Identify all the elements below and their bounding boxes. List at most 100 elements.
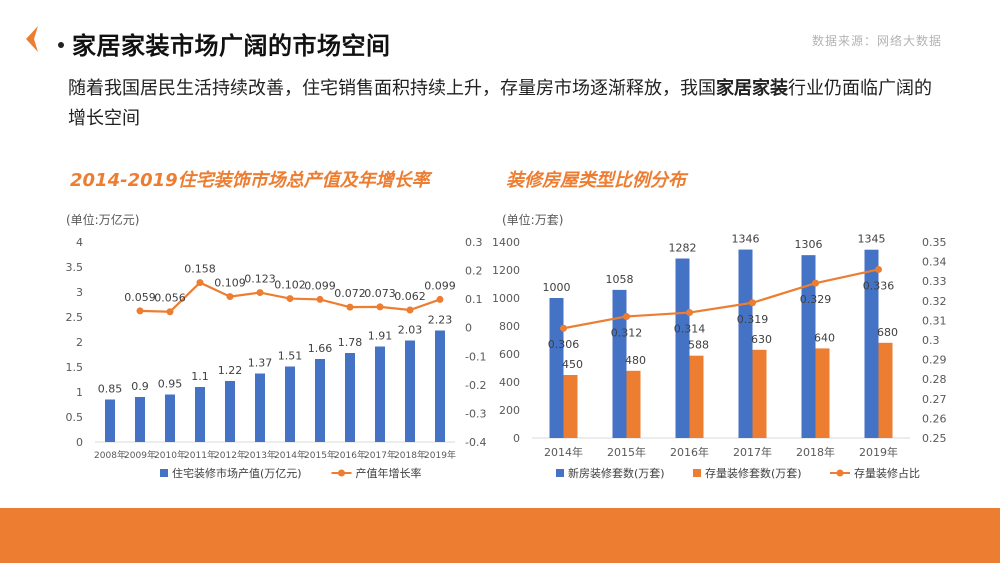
chart1-line-label: 0.109	[214, 277, 246, 290]
chart2-bar-label: 1346	[732, 233, 760, 246]
chart2-bar	[738, 249, 753, 438]
chart2-bar	[563, 375, 578, 438]
chart2-right-tick: 0.28	[922, 373, 947, 386]
chart2-left-tick: 600	[499, 348, 520, 361]
chart1-right-tick: 0.2	[465, 265, 483, 278]
chart2-bar-label: 1306	[795, 238, 823, 251]
chart2-bar-label: 1345	[858, 233, 886, 246]
chart1-line-label: 0.099	[304, 279, 336, 292]
chart1-bar-label: 1.37	[248, 357, 273, 370]
chart2-bar-label: 1282	[669, 242, 697, 255]
chart1-category-label: 2010年	[154, 449, 186, 461]
chart2-bar-label: 1000	[543, 281, 571, 294]
chart1-left-tick: 0	[76, 436, 83, 449]
chart1-bar	[255, 373, 265, 442]
chart1-legend-marker	[338, 469, 345, 477]
chart1-line-point	[226, 293, 234, 301]
chart2-line-label: 0.336	[863, 279, 895, 292]
chart2-bar	[801, 255, 816, 438]
chart1-left-tick: 2.5	[66, 311, 84, 324]
chart1-line-label: 0.102	[274, 279, 306, 292]
chart1-category-label: 2014年	[274, 449, 306, 461]
chart1-bar-label: 1.22	[218, 364, 243, 377]
footer-bar	[0, 508, 1000, 563]
chart1-bar-label: 2.23	[428, 314, 453, 327]
intro-paragraph: 随着我国居民生活持续改善，住宅销售面积持续上升，存量房市场逐渐释放，我国家居家装…	[68, 74, 948, 134]
chart2-bar	[752, 349, 767, 438]
chart1-bar	[105, 399, 115, 442]
chart2-category-label: 2018年	[796, 445, 835, 459]
chart1-line-label: 0.056	[154, 292, 186, 305]
chart1-bar	[135, 397, 145, 442]
chart2-legend-label: 存量装修占比	[854, 466, 920, 480]
intro-text-1: 随着我国居民生活持续改善，住宅销售面积持续上升，存量房市场逐渐释放，我国	[68, 78, 716, 99]
chart1-line-label: 0.062	[394, 290, 426, 303]
chart1-line-point	[316, 295, 324, 303]
chart1-line-point	[376, 303, 384, 311]
chart1-left-tick: 3	[76, 286, 83, 299]
chart2-line-point	[686, 309, 693, 317]
chart2-legend-label: 存量装修套数(万套)	[705, 466, 802, 480]
chart2-line-label: 0.314	[674, 323, 706, 336]
chart2-right-tick: 0.3	[922, 334, 940, 347]
chart1-line-point	[166, 308, 174, 316]
chart2-left-tick: 1000	[492, 292, 520, 305]
chart2-left-tick: 0	[513, 432, 520, 445]
intro-text-2: 行业仍面临广阔的增长空间	[68, 78, 932, 129]
chart2-left-tick: 200	[499, 404, 520, 417]
chart1-line-point	[286, 295, 294, 303]
chart1-left-tick: 4	[76, 236, 83, 249]
chart2-bar	[689, 355, 704, 438]
chart2-unit-label: (单位:万套)	[502, 212, 563, 227]
chart1-bar	[225, 381, 235, 442]
chart2-bar-label: 450	[562, 358, 583, 371]
chart1-right-tick: -0.2	[465, 379, 486, 392]
chart2-category-label: 2015年	[607, 445, 646, 459]
chart1-line-point	[406, 306, 414, 314]
chart2-bar	[815, 348, 830, 438]
chart1-bar	[345, 353, 355, 442]
chart1-right-tick: 0.1	[465, 293, 483, 306]
chart2-right-tick: 0.35	[922, 236, 947, 249]
chart1-bar-label: 0.85	[98, 383, 123, 396]
chart1-line-point	[346, 303, 354, 311]
chart1-right-tick: 0.3	[465, 236, 483, 249]
chart1-line-label: 0.123	[244, 273, 276, 286]
chart1-line-label: 0.158	[184, 263, 216, 276]
chart1-bar-label: 1.91	[368, 330, 393, 343]
chart2-line-series	[563, 268, 879, 330]
chart2-line-point	[812, 279, 819, 287]
chart1-line-label: 0.073	[364, 287, 396, 300]
chart1-bar	[165, 394, 175, 442]
chart1-bar-label: 0.9	[131, 380, 149, 393]
chart1-bar-label: 1.78	[338, 336, 363, 349]
chart2-line-point	[623, 312, 630, 320]
chart1-left-tick: 2	[76, 336, 83, 349]
chart1-category-label: 2015年	[304, 449, 336, 461]
chart2-right-tick: 0.31	[922, 314, 947, 327]
chart2-line-label: 0.319	[737, 313, 769, 326]
chart2-bar	[626, 370, 641, 438]
chart1-right-tick: -0.3	[465, 407, 486, 420]
chart1-title: 2014-2019住宅装饰市场总产值及年增长率	[70, 170, 430, 191]
chart1-left-tick: 3.5	[66, 261, 84, 274]
chart2-right-tick: 0.29	[922, 354, 947, 367]
chart2-right-tick: 0.33	[922, 275, 947, 288]
chart1-category-label: 2018年	[394, 449, 426, 461]
chart1-legend-swatch	[160, 469, 168, 477]
chart1-bar	[405, 340, 415, 442]
chart1-left-tick: 1	[76, 386, 83, 399]
data-source-note: 数据来源：网络大数据	[811, 34, 942, 48]
chart2-left-tick: 800	[499, 320, 520, 333]
chart1-line-point	[256, 289, 264, 297]
chart1-category-label: 2008年	[94, 449, 126, 461]
chart1-legend-label: 产值年增长率	[356, 466, 422, 480]
chart1-line-label: 0.099	[424, 279, 456, 292]
chart1-bar-label: 2.03	[398, 324, 423, 337]
chart1-line-point	[196, 279, 204, 287]
chart1-bar-label: 0.95	[158, 378, 183, 391]
chart1-line-label: 0.059	[124, 291, 156, 304]
chart2-line-point	[560, 324, 567, 332]
